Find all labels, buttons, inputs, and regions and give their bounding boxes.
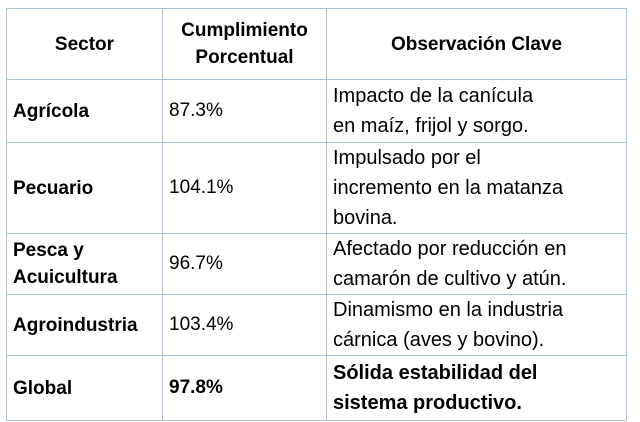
sector-name: Agrícola xyxy=(13,100,90,122)
sector-name: Global xyxy=(13,377,73,399)
observation-line: incremento en la matanza xyxy=(333,177,564,199)
header-sector: Sector xyxy=(6,8,163,80)
observation-line: Afectado por reducción en xyxy=(333,238,567,260)
sector-compliance-table: Sector Cumplimiento Porcentual Observaci… xyxy=(6,8,627,421)
observation-line: camarón de cultivo y atún. xyxy=(333,268,567,290)
observation-line: Dinamismo en la industria xyxy=(333,299,564,321)
observation-line: sistema productivo. xyxy=(333,392,522,414)
percent-cell: 104.1% xyxy=(162,142,327,234)
observation-cell: Afectado por reducción en camarón de cul… xyxy=(326,233,627,295)
percent-cell: 103.4% xyxy=(162,294,327,356)
sector-name: Pecuario xyxy=(13,177,94,199)
table-row-global: Global 97.8% Sólida estabilidad del sist… xyxy=(6,355,627,421)
header-cumplimiento-line2: Porcentual xyxy=(195,47,294,68)
sector-compliance-table-wrapper: Sector Cumplimiento Porcentual Observaci… xyxy=(6,8,627,421)
percent-cell: 97.8% xyxy=(162,355,327,421)
header-observacion-clave: Observación Clave xyxy=(326,8,627,80)
sector-cell: Agrícola xyxy=(6,79,163,143)
sector-cell: Agroindustria xyxy=(6,294,163,356)
sector-name: Pesca y xyxy=(13,240,84,261)
observation-cell: Dinamismo en la industria cárnica (aves … xyxy=(326,294,627,356)
percent-cell: 87.3% xyxy=(162,79,327,143)
observation-line: Impulsado por el xyxy=(333,147,481,169)
table-row: Pesca y Acuicultura 96.7% Afectado por r… xyxy=(6,233,627,295)
table-row: Pecuario 104.1% Impulsado por el increme… xyxy=(6,142,627,234)
observation-line: bovina. xyxy=(333,207,398,229)
table-row: Agroindustria 103.4% Dinamismo en la ind… xyxy=(6,294,627,356)
header-cumplimiento-porcentual: Cumplimiento Porcentual xyxy=(162,8,327,80)
observation-line: Impacto de la canícula xyxy=(333,85,534,107)
observation-line: cárnica (aves y bovino). xyxy=(333,329,545,351)
percent-cell: 96.7% xyxy=(162,233,327,295)
sector-cell: Pecuario xyxy=(6,142,163,234)
observation-line: en maíz, frijol y sorgo. xyxy=(333,115,529,137)
sector-cell: Global xyxy=(6,355,163,421)
observation-cell: Sólida estabilidad del sistema productiv… xyxy=(326,355,627,421)
observation-cell: Impacto de la canícula en maíz, frijol y… xyxy=(326,79,627,143)
observation-cell: Impulsado por el incremento en la matanz… xyxy=(326,142,627,234)
table-row: Agrícola 87.3% Impacto de la canícula en… xyxy=(6,79,627,143)
sector-name: Acuicultura xyxy=(13,267,118,288)
sector-name: Agroindustria xyxy=(13,314,138,336)
header-cumplimiento-line1: Cumplimiento xyxy=(181,20,308,41)
header-row: Sector Cumplimiento Porcentual Observaci… xyxy=(6,8,627,80)
sector-cell: Pesca y Acuicultura xyxy=(6,233,163,295)
observation-line: Sólida estabilidad del xyxy=(333,362,538,384)
